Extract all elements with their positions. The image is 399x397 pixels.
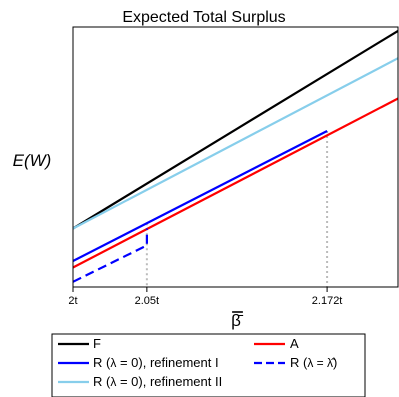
legend-box [51,333,366,397]
plot-frame [72,26,399,288]
chart-title: Expected Total Surplus [122,9,285,26]
plot-lines [72,29,399,287]
series-line-2 [72,57,399,230]
series-line-4 [72,130,328,262]
legend-label: R (λ = λ̂) [290,355,337,370]
legend-label: R (λ = 0), refinement II [93,374,222,389]
x-tick-label: 2t [68,295,77,307]
legend-label: R (λ = 0), refinement I [93,355,219,370]
x-axis-label: β̄ [231,311,244,330]
legend-label: A [290,336,299,351]
x-axis-ticks: 2t 2.05t 2.172t [68,287,342,307]
series-line-1 [72,29,399,230]
legend: F A R (λ = 0), refinement I R (λ = λ̂) R (λ … [58,336,337,389]
series-line-3 [72,97,399,269]
y-axis-label: E(W) [13,151,52,170]
legend-label: F [93,336,101,351]
x-tick-label: 2.05t [135,295,159,307]
x-tick-label: 2.172t [312,295,343,307]
